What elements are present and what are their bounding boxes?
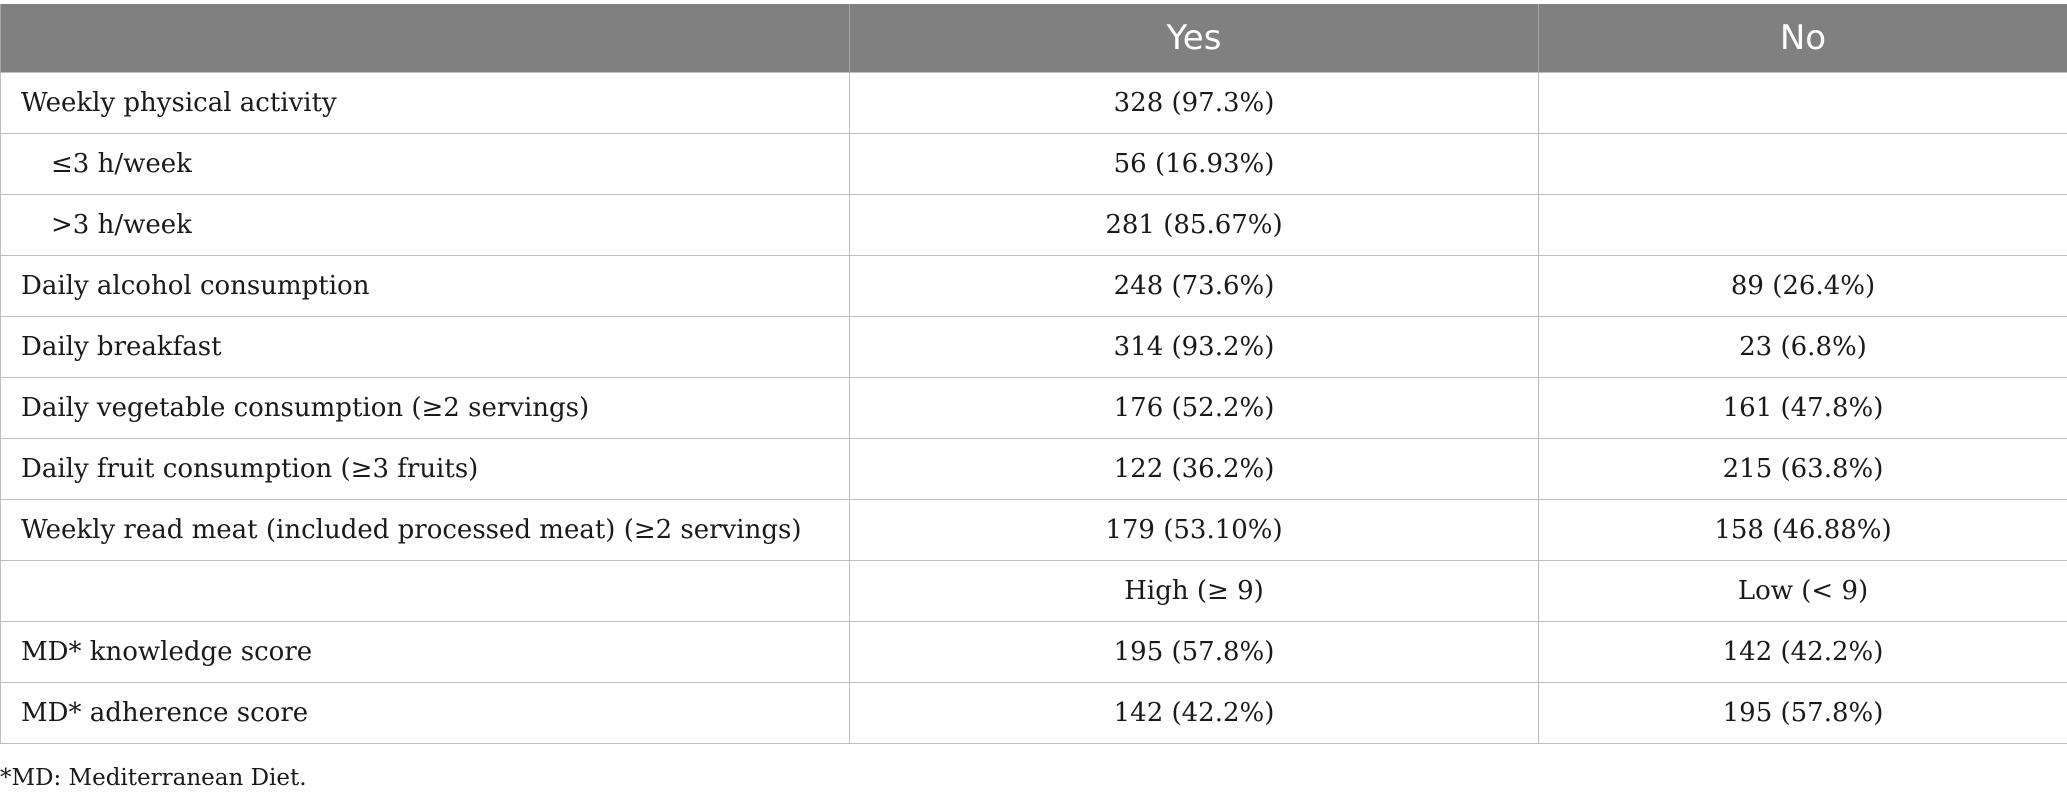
row-label: Daily breakfast xyxy=(0,316,850,378)
row-no-value xyxy=(1538,133,2067,195)
subheader-high: High (≥ 9) xyxy=(849,560,1539,622)
results-table: Yes No Weekly physical activity 328 (97.… xyxy=(0,4,2067,744)
table-row: Daily alcohol consumption 248 (73.6%) 89… xyxy=(0,255,2067,317)
table-row: MD* adherence score 142 (42.2%) 195 (57.… xyxy=(0,682,2067,744)
header-cell-label xyxy=(0,4,850,73)
row-label: MD* adherence score xyxy=(0,682,850,744)
table-row: >3 h/week 281 (85.67%) xyxy=(0,194,2067,256)
table-header-row: Yes No xyxy=(0,4,2067,73)
row-no-value: 142 (42.2%) xyxy=(1538,621,2067,683)
row-label: Weekly read meat (included processed mea… xyxy=(0,499,850,561)
row-no-value xyxy=(1538,194,2067,256)
header-cell-yes: Yes xyxy=(849,4,1539,73)
row-no-value xyxy=(1538,72,2067,134)
row-yes-value: 314 (93.2%) xyxy=(849,316,1539,378)
row-yes-value: 56 (16.93%) xyxy=(849,133,1539,195)
row-label: >3 h/week xyxy=(0,194,850,256)
table-row: Daily breakfast 314 (93.2%) 23 (6.8%) xyxy=(0,316,2067,378)
row-label xyxy=(0,560,850,622)
row-yes-value: 122 (36.2%) xyxy=(849,438,1539,500)
row-no-value: 215 (63.8%) xyxy=(1538,438,2067,500)
table-row: Weekly physical activity 328 (97.3%) xyxy=(0,72,2067,134)
row-no-value: 89 (26.4%) xyxy=(1538,255,2067,317)
header-cell-no: No xyxy=(1538,4,2067,73)
table-row: MD* knowledge score 195 (57.8%) 142 (42.… xyxy=(0,621,2067,683)
row-no-value: 195 (57.8%) xyxy=(1538,682,2067,744)
row-yes-value: 142 (42.2%) xyxy=(849,682,1539,744)
table-row: Weekly read meat (included processed mea… xyxy=(0,499,2067,561)
row-no-value: 158 (46.88%) xyxy=(1538,499,2067,561)
table-subheader-row: High (≥ 9) Low (< 9) xyxy=(0,560,2067,622)
data-table-container: Yes No Weekly physical activity 328 (97.… xyxy=(0,4,2067,744)
row-label: MD* knowledge score xyxy=(0,621,850,683)
row-yes-value: 248 (73.6%) xyxy=(849,255,1539,317)
row-yes-value: 281 (85.67%) xyxy=(849,194,1539,256)
subheader-low: Low (< 9) xyxy=(1538,560,2067,622)
row-no-value: 23 (6.8%) xyxy=(1538,316,2067,378)
row-label: Daily alcohol consumption xyxy=(0,255,850,317)
table-row: Daily vegetable consumption (≥2 servings… xyxy=(0,377,2067,439)
row-yes-value: 195 (57.8%) xyxy=(849,621,1539,683)
row-label: Weekly physical activity xyxy=(0,72,850,134)
table-row: ≤3 h/week 56 (16.93%) xyxy=(0,133,2067,195)
row-yes-value: 176 (52.2%) xyxy=(849,377,1539,439)
row-label: Daily vegetable consumption (≥2 servings… xyxy=(0,377,850,439)
row-no-value: 161 (47.8%) xyxy=(1538,377,2067,439)
row-label: ≤3 h/week xyxy=(0,133,850,195)
row-yes-value: 179 (53.10%) xyxy=(849,499,1539,561)
table-row: Daily fruit consumption (≥3 fruits) 122 … xyxy=(0,438,2067,500)
row-yes-value: 328 (97.3%) xyxy=(849,72,1539,134)
row-label: Daily fruit consumption (≥3 fruits) xyxy=(0,438,850,500)
table-footnote: *MD: Mediterranean Diet. xyxy=(0,765,307,791)
